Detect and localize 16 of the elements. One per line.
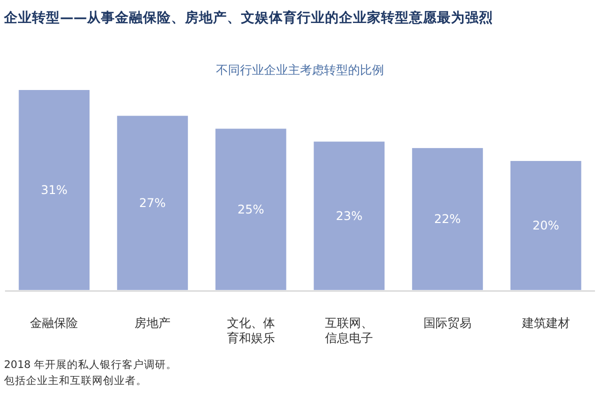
data-label: 22% xyxy=(434,212,461,226)
data-label: 27% xyxy=(139,196,166,210)
title: 企业转型——从事金融保险、房地产、文娱体育行业的企业家转型意愿最为强烈 xyxy=(4,10,493,26)
x-tick-label: 文化、体育和娱乐 xyxy=(226,316,275,345)
subtitle: 不同行业企业主考虑转型的比例 xyxy=(216,63,384,77)
x-tick-label: 房地产 xyxy=(134,316,170,330)
x-tick-label: 金融保险 xyxy=(30,316,78,330)
annotation: 2018 年开展的私人银行客户调研。 xyxy=(4,359,178,371)
x-tick-label: 国际贸易 xyxy=(424,316,472,330)
annotation: 包括企业主和互联网创业者。 xyxy=(4,375,147,387)
data-label: 25% xyxy=(238,202,264,216)
data-label: 20% xyxy=(532,218,560,232)
data-label: 31% xyxy=(40,183,68,197)
data-label: 23% xyxy=(336,208,362,223)
x-tick-label: 互联网、信息电子 xyxy=(325,316,374,345)
x-tick-label: 建筑建材 xyxy=(522,316,570,330)
